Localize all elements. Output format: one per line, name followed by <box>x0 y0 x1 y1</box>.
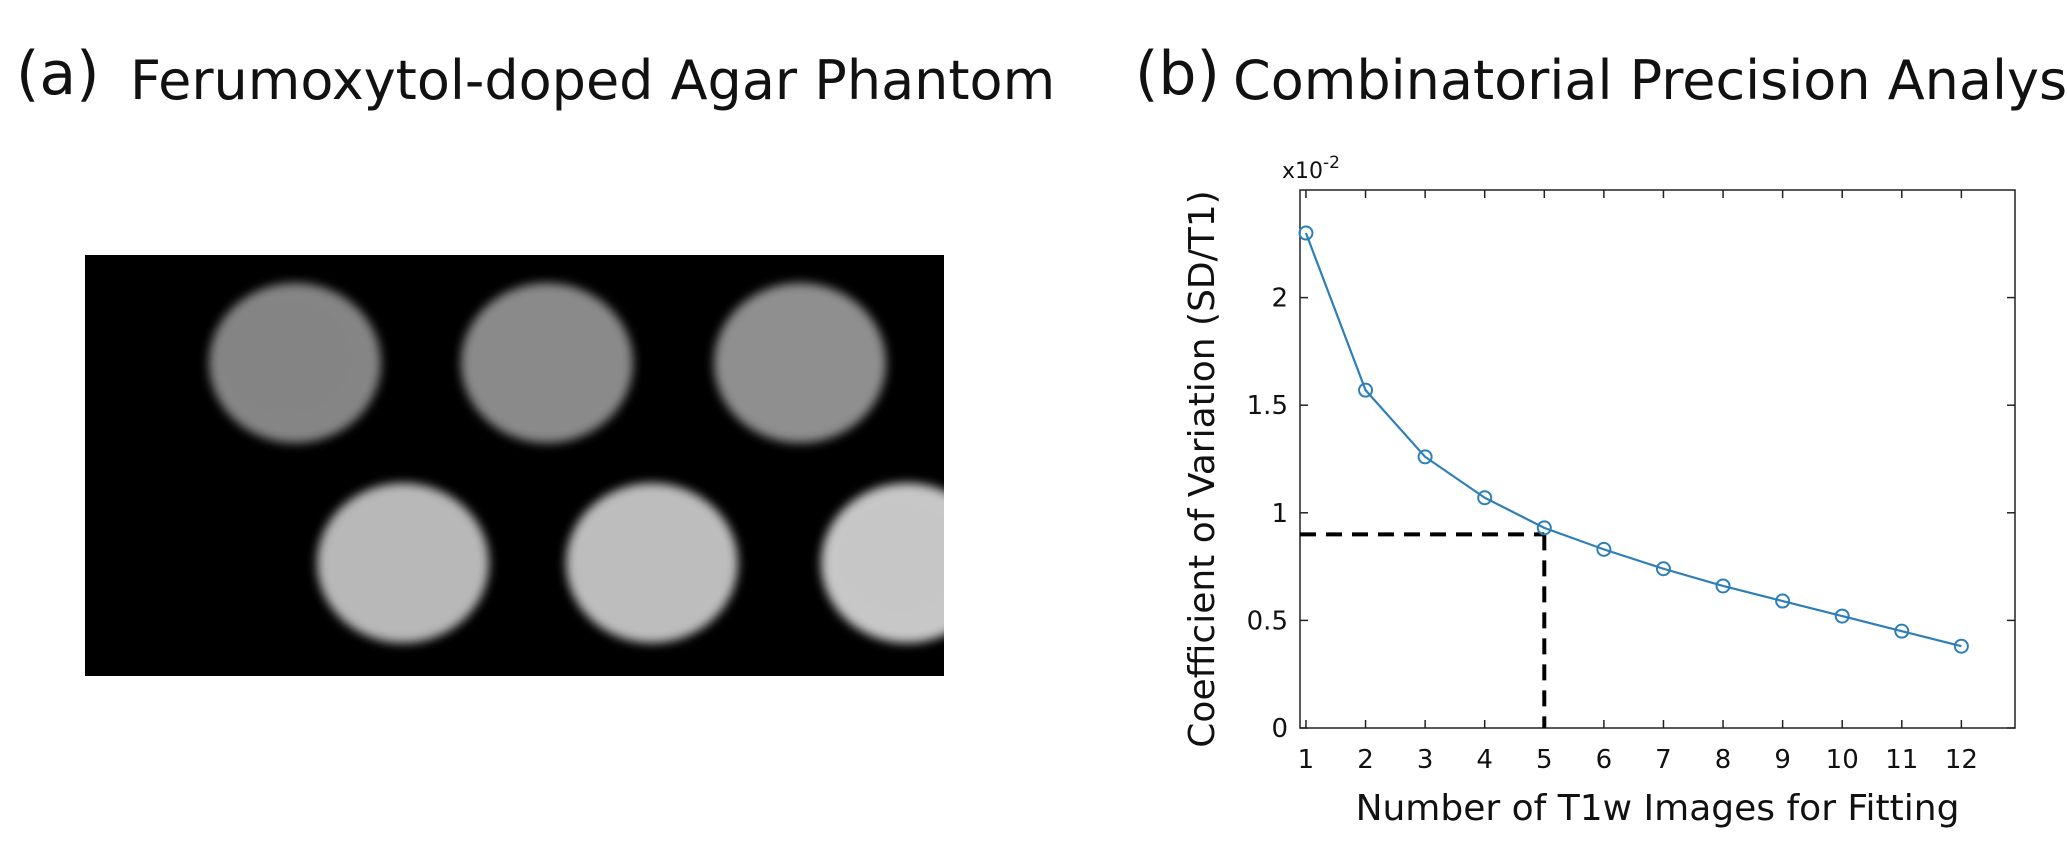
panel-b-title: Combinatorial Precision Analysis <box>1233 49 2068 112</box>
phantom-vial <box>566 483 738 643</box>
y-tick-label: 1.5 <box>1247 391 1288 421</box>
y-tick-label: 1 <box>1271 499 1288 529</box>
panel-a-title: Ferumoxytol-doped Agar Phantom <box>130 49 1056 112</box>
x-tick-label: 5 <box>1536 745 1553 775</box>
data-point <box>1894 623 1910 639</box>
phantom-image-canvas <box>209 283 944 643</box>
x-tick-label: 6 <box>1596 745 1613 775</box>
data-point <box>1477 490 1493 506</box>
series-line <box>1304 232 1962 648</box>
data-point <box>1655 561 1671 577</box>
y-exponent-label: x10-2 <box>1282 153 1340 184</box>
x-tick-label: 4 <box>1476 745 1493 775</box>
panel-a-label: (a) <box>16 39 100 109</box>
x-tick-label: 7 <box>1655 745 1672 775</box>
y-tick-label: 0.5 <box>1247 606 1288 636</box>
phantom-vial <box>461 283 633 443</box>
x-tick-label: 12 <box>1945 745 1978 775</box>
phantom-vial <box>209 283 381 443</box>
x-tick-label: 11 <box>1885 745 1918 775</box>
phantom-vial <box>821 483 944 643</box>
x-tick-label: 8 <box>1715 745 1732 775</box>
panel-b-label: (b) <box>1135 39 1220 109</box>
data-point <box>1715 578 1731 594</box>
phantom-mri-image <box>85 255 944 676</box>
data-point <box>1596 541 1612 557</box>
x-tick-label: 1 <box>1298 745 1315 775</box>
data-point <box>1834 608 1850 624</box>
phantom-vial <box>317 483 489 643</box>
data-point <box>1298 225 1314 241</box>
x-tick-label: 10 <box>1826 745 1859 775</box>
plot-frame <box>1299 189 2016 729</box>
phantom-vial <box>714 283 886 443</box>
data-point <box>1417 449 1433 465</box>
y-tick-label: 0 <box>1271 714 1288 744</box>
x-tick-label: 2 <box>1357 745 1374 775</box>
data-point <box>1953 638 1969 654</box>
data-point <box>1775 593 1791 609</box>
y-axis-title: Coefficient of Variation (SD/T1) <box>1182 190 1223 747</box>
x-tick-label: 3 <box>1417 745 1434 775</box>
x-tick-label: 9 <box>1774 745 1791 775</box>
y-tick-label: 2 <box>1271 284 1288 314</box>
x-axis-title: Number of T1w Images for Fitting <box>1356 788 1960 829</box>
data-point <box>1536 520 1552 536</box>
data-point <box>1358 382 1374 398</box>
